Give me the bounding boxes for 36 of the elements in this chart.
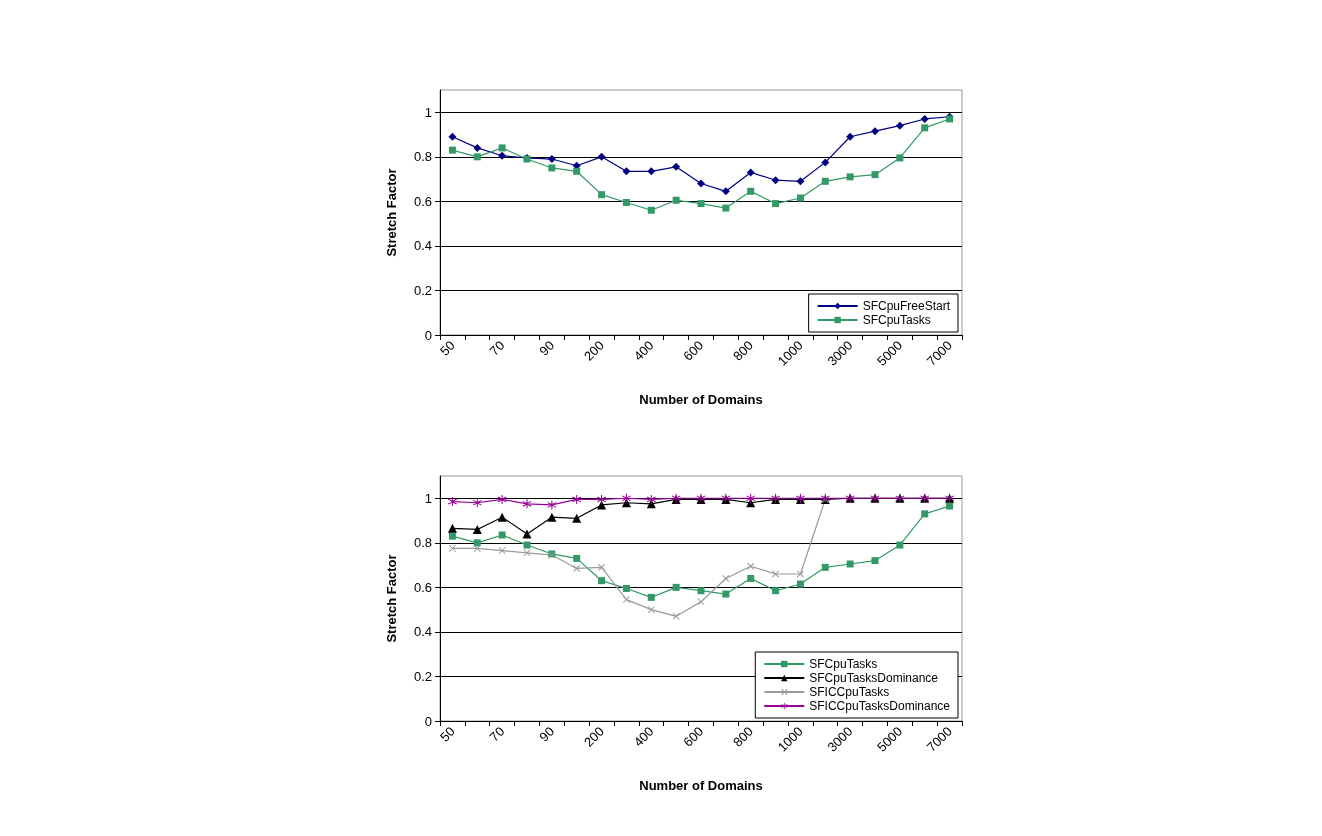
y-tick-label: 0.4 bbox=[413, 238, 432, 254]
x-tick-label: 800 bbox=[730, 337, 757, 364]
y-tick-label: 0.6 bbox=[413, 579, 432, 595]
x-tick-label: 70 bbox=[486, 723, 508, 745]
legend-label: SFCpuFreeStart bbox=[862, 299, 951, 313]
x-tick-label: 400 bbox=[630, 723, 657, 750]
y-tick-label: 0.8 bbox=[413, 535, 432, 551]
y-tick-label: 0 bbox=[424, 327, 432, 343]
x-tick-label: 800 bbox=[730, 723, 757, 750]
y-tick-label: 0.2 bbox=[413, 282, 432, 298]
x-tick-label: 90 bbox=[536, 723, 558, 745]
y-tick-label: 0.4 bbox=[413, 624, 432, 640]
y-axis-title: Stretch Factor bbox=[384, 168, 399, 257]
x-axis-title: Number of Domains bbox=[639, 778, 763, 793]
legend-label: SFICCpuTasksDominance bbox=[809, 699, 951, 713]
x-tick-label: 600 bbox=[680, 337, 707, 364]
x-tick-label: 50 bbox=[436, 723, 458, 745]
legend-label: SFCpuTasks bbox=[809, 657, 878, 671]
x-tick-label: 400 bbox=[630, 337, 657, 364]
legend-label: SFICCpuTasks bbox=[809, 685, 890, 699]
x-axis-title: Number of Domains bbox=[639, 392, 763, 407]
y-tick-label: 1 bbox=[424, 104, 432, 120]
y-tick-label: 0.8 bbox=[413, 149, 432, 165]
y-tick-label: 0.6 bbox=[413, 193, 432, 209]
legend-label: SFCpuTasksDominance bbox=[809, 671, 939, 685]
x-tick-label: 600 bbox=[680, 723, 707, 750]
x-tick-label: 90 bbox=[536, 337, 558, 359]
y-axis-title: Stretch Factor bbox=[384, 554, 399, 643]
x-tick-label: 70 bbox=[486, 337, 508, 359]
x-tick-label: 50 bbox=[436, 337, 458, 359]
y-tick-label: 0.2 bbox=[413, 668, 432, 684]
x-tick-label: 200 bbox=[580, 337, 607, 364]
y-tick-label: 0 bbox=[424, 713, 432, 729]
x-tick-label: 200 bbox=[580, 723, 607, 750]
legend-label: SFCpuTasks bbox=[862, 313, 931, 327]
y-tick-label: 1 bbox=[424, 490, 432, 506]
